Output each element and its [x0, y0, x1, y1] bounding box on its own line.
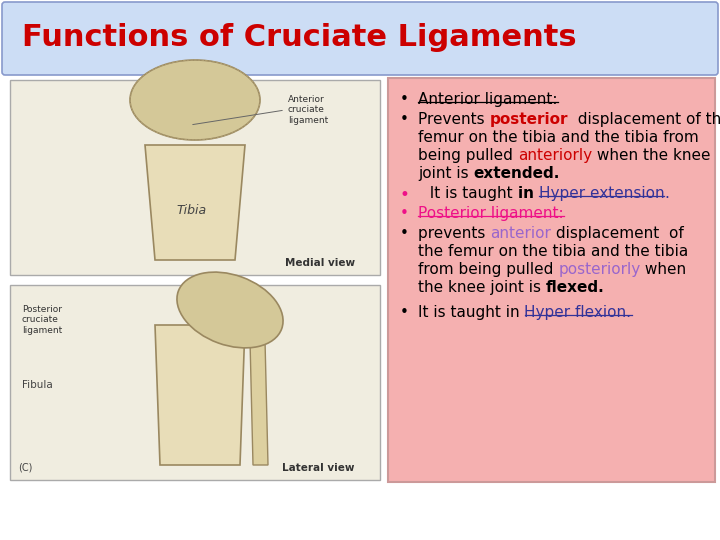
Text: displacement of the: displacement of the: [568, 112, 720, 127]
Text: posteriorly: posteriorly: [558, 262, 641, 277]
Text: femur on the tibia and the tibia from: femur on the tibia and the tibia from: [418, 130, 698, 145]
Text: •: •: [400, 112, 409, 127]
Text: •: •: [400, 92, 409, 107]
Text: Tibia: Tibia: [177, 204, 207, 217]
FancyBboxPatch shape: [10, 285, 380, 480]
Polygon shape: [145, 145, 245, 260]
Text: the knee joint is: the knee joint is: [418, 280, 546, 295]
Text: Medial view: Medial view: [285, 258, 355, 268]
Text: flexed.: flexed.: [546, 280, 605, 295]
Text: It is taught in: It is taught in: [418, 305, 524, 320]
Text: posterior: posterior: [490, 112, 568, 127]
Text: Prevents: Prevents: [418, 112, 490, 127]
Text: anteriorly: anteriorly: [518, 148, 592, 163]
Text: when: when: [641, 262, 687, 277]
Text: from being pulled: from being pulled: [418, 262, 558, 277]
Text: joint is: joint is: [418, 166, 474, 181]
FancyBboxPatch shape: [2, 2, 718, 75]
Text: •: •: [400, 226, 409, 241]
Text: anterior: anterior: [490, 226, 551, 241]
Text: Lateral view: Lateral view: [282, 463, 355, 473]
Text: Functions of Cruciate Ligaments: Functions of Cruciate Ligaments: [22, 24, 577, 52]
Text: in: in: [518, 186, 539, 201]
Text: being pulled: being pulled: [418, 148, 518, 163]
Ellipse shape: [177, 272, 283, 348]
Text: •: •: [400, 305, 409, 320]
Text: •: •: [400, 186, 410, 204]
Ellipse shape: [130, 60, 260, 140]
Text: Posterior
cruciate
ligament: Posterior cruciate ligament: [22, 305, 62, 335]
Text: Hyper extension: Hyper extension: [539, 186, 665, 201]
Text: Posterior ligament:: Posterior ligament:: [418, 206, 564, 221]
Text: Hyper flexion.: Hyper flexion.: [524, 305, 631, 320]
Text: Anterior ligament:: Anterior ligament:: [418, 92, 557, 107]
Text: when the knee: when the knee: [592, 148, 711, 163]
Text: It is taught: It is taught: [420, 186, 518, 201]
Text: Anterior
cruciate
ligament: Anterior cruciate ligament: [288, 95, 328, 125]
Text: the femur on the tibia and the tibia: the femur on the tibia and the tibia: [418, 244, 688, 259]
Polygon shape: [155, 325, 245, 465]
FancyBboxPatch shape: [10, 80, 380, 275]
Text: Fibula: Fibula: [22, 380, 53, 390]
Text: (C): (C): [18, 462, 32, 472]
Text: displacement  of: displacement of: [551, 226, 684, 241]
Text: .: .: [665, 186, 670, 201]
Text: •: •: [400, 206, 409, 221]
Text: prevents: prevents: [418, 226, 490, 241]
FancyBboxPatch shape: [388, 78, 715, 482]
Text: extended.: extended.: [474, 166, 560, 181]
Polygon shape: [250, 340, 268, 465]
